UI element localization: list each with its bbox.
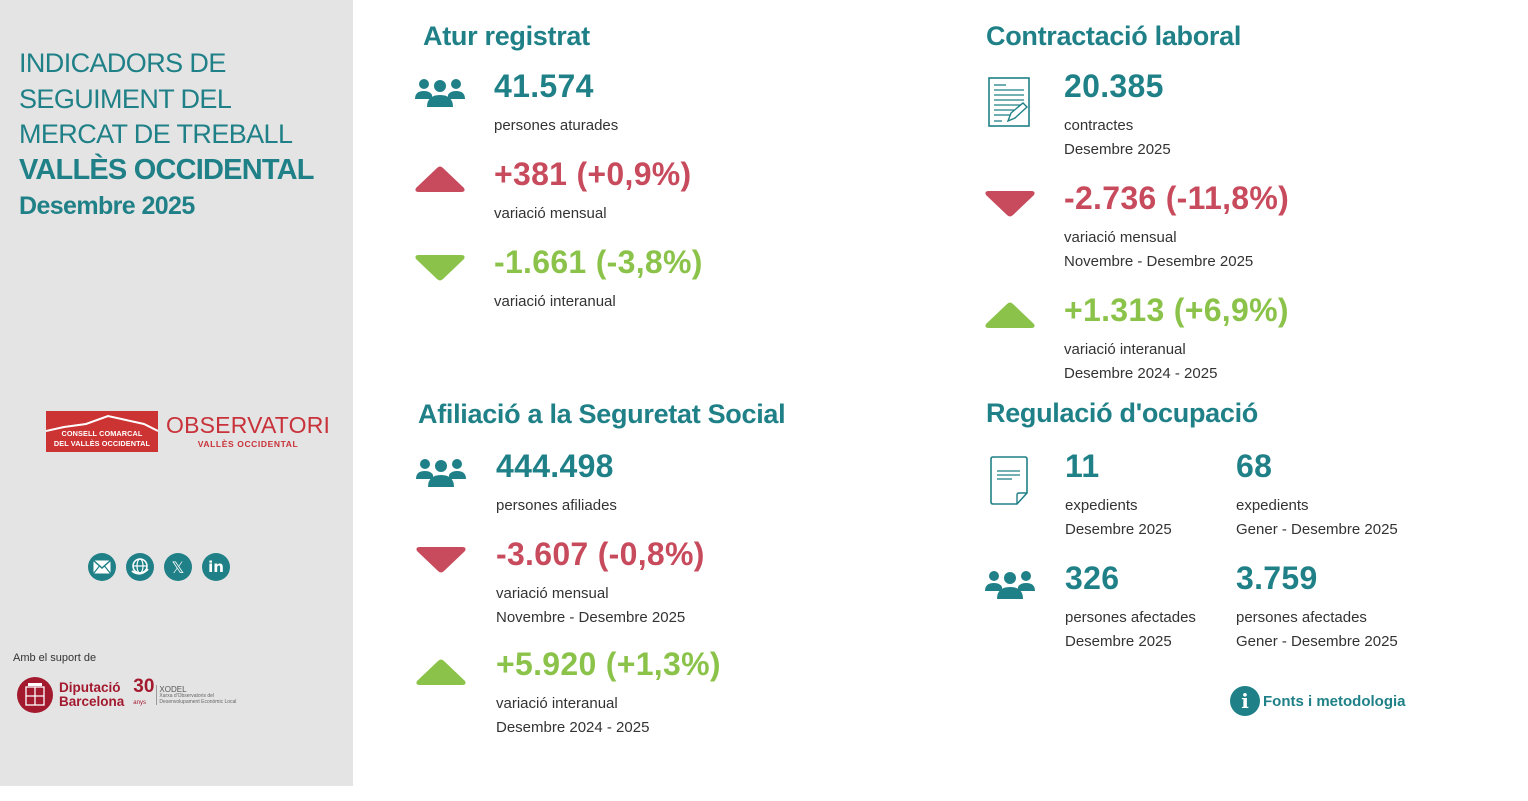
arrow-down-icon bbox=[416, 547, 466, 573]
xodel-number: 30 bbox=[133, 676, 155, 697]
expedients-year-period: Gener - Desembre 2025 bbox=[1236, 521, 1398, 538]
ccvo-line1: CONSELL COMARCAL bbox=[61, 428, 143, 438]
title-line: SEGUIMENT DEL bbox=[19, 83, 232, 114]
arrow-up-icon bbox=[985, 302, 1035, 328]
arrow-down-icon bbox=[415, 255, 465, 281]
contractacio-yearly-label: variació interanual bbox=[1064, 341, 1186, 358]
expedients-month-value: 11 bbox=[1065, 448, 1100, 484]
atur-yearly-value: -1.661 (-3,8%) bbox=[494, 244, 703, 280]
observatori-sub: VALLÈS OCCIDENTAL bbox=[197, 439, 299, 449]
contract-document-icon bbox=[988, 77, 1030, 127]
expedients-year-value: 68 bbox=[1236, 448, 1273, 484]
contractacio-monthly-value: -2.736 (-11,8%) bbox=[1064, 180, 1290, 216]
contractacio-title: Contractació laboral bbox=[986, 21, 1242, 51]
persones-year-label: persones afectades bbox=[1236, 609, 1367, 626]
atur-title: Atur registrat bbox=[423, 21, 590, 51]
report-title: INDICADORS DE SEGUIMENT DEL MERCAT DE TR… bbox=[19, 46, 339, 224]
contractacio-total: 20.385 bbox=[1064, 68, 1164, 104]
xodel-30: 30 anys bbox=[133, 676, 155, 712]
afiliacio-monthly-period: Novembre - Desembre 2025 bbox=[496, 609, 686, 626]
afiliacio-total-label: persones afiliades bbox=[496, 497, 617, 514]
document-icon bbox=[990, 456, 1028, 505]
arrow-down-icon bbox=[985, 191, 1035, 217]
afiliacio-yearly-period: Desembre 2024 - 2025 bbox=[496, 719, 650, 736]
atur-total: 41.574 bbox=[494, 68, 594, 104]
atur-monthly-label: variació mensual bbox=[494, 205, 607, 222]
expedients-month-label: expedients bbox=[1065, 497, 1138, 514]
email-icon bbox=[93, 560, 111, 574]
xodel-logo[interactable]: 30 anys XODEL Xarxa d'Observatoris del D… bbox=[133, 676, 236, 712]
arrow-up-icon bbox=[416, 659, 466, 685]
people-icon bbox=[416, 457, 466, 487]
persones-month-value: 326 bbox=[1065, 560, 1120, 596]
contractacio-total-period: Desembre 2025 bbox=[1064, 141, 1171, 158]
contractacio-monthly-period: Novembre - Desembre 2025 bbox=[1064, 253, 1254, 270]
observatori-logo[interactable]: OBSERVATORI VALLÈS OCCIDENTAL bbox=[166, 413, 330, 449]
xodel-desc1: Xarxa d'Observatoris del bbox=[159, 693, 215, 699]
afiliacio-yearly-value: +5.920 (+1,3%) bbox=[496, 646, 721, 682]
diputacio-seal-icon bbox=[17, 677, 53, 713]
contractacio-yearly-period: Desembre 2024 - 2025 bbox=[1064, 365, 1218, 382]
contractacio-yearly-value: +1.313 (+6,9%) bbox=[1064, 292, 1289, 328]
afiliacio-title: Afiliació a la Seguretat Social bbox=[418, 399, 786, 429]
region-name: VALLÈS OCCIDENTAL bbox=[19, 153, 314, 186]
afiliacio-yearly-label: variació interanual bbox=[496, 695, 618, 712]
support-logos: Diputació Barcelona 30 anys XODEL Xarxa … bbox=[17, 677, 236, 713]
observatori-name: OBSERVATORI bbox=[166, 412, 331, 438]
regulacio-title: Regulació d'ocupació bbox=[986, 398, 1258, 428]
social-links: 𝕏 in bbox=[88, 553, 230, 581]
diputacio-line1: Diputació bbox=[59, 680, 121, 695]
afiliacio-monthly-label: variació mensual bbox=[496, 585, 609, 602]
fonts-metodologia-label: Fonts i metodologia bbox=[1263, 692, 1406, 710]
report-period: Desembre 2025 bbox=[19, 192, 195, 220]
afiliacio-total: 444.498 bbox=[496, 448, 614, 484]
persones-month-label: persones afectades bbox=[1065, 609, 1196, 626]
linkedin-icon: in bbox=[208, 558, 224, 576]
expedients-month-period: Desembre 2025 bbox=[1065, 521, 1172, 538]
atur-total-label: persones aturades bbox=[494, 117, 619, 134]
contractacio-total-label: contractes bbox=[1064, 117, 1134, 134]
title-line: MERCAT DE TREBALL bbox=[19, 119, 293, 149]
xodel-anys: anys bbox=[133, 700, 146, 706]
persones-month-period: Desembre 2025 bbox=[1065, 633, 1172, 650]
people-icon bbox=[985, 569, 1035, 599]
afiliacio-monthly-value: -3.607 (-0,8%) bbox=[496, 536, 705, 572]
xodel-desc2: Desenvolupament Econòmic Local bbox=[159, 698, 237, 705]
diputacio-line2: Barcelona bbox=[59, 694, 125, 709]
fonts-metodologia-link[interactable]: i Fonts i metodologia bbox=[1230, 686, 1406, 716]
arrow-up-icon bbox=[415, 166, 465, 192]
globe-icon bbox=[131, 558, 149, 575]
atur-yearly-label: variació interanual bbox=[494, 293, 616, 310]
info-icon: i bbox=[1230, 686, 1260, 716]
persones-year-period: Gener - Desembre 2025 bbox=[1236, 633, 1398, 650]
ccvo-line2: DEL VALLÈS OCCIDENTAL bbox=[53, 438, 151, 448]
contractacio-monthly-label: variació mensual bbox=[1064, 229, 1177, 246]
diputacio-logo[interactable]: Diputació Barcelona bbox=[59, 681, 124, 709]
people-icon bbox=[415, 77, 465, 107]
atur-monthly-value: +381 (+0,9%) bbox=[494, 156, 692, 192]
persones-year-value: 3.759 bbox=[1236, 560, 1318, 596]
website-button[interactable] bbox=[126, 553, 154, 581]
consell-comarcal-logo[interactable]: CONSELL COMARCAL DEL VALLÈS OCCIDENTAL bbox=[46, 410, 158, 452]
x-button[interactable]: 𝕏 bbox=[164, 553, 192, 581]
xodel-name: XODEL bbox=[159, 685, 187, 694]
mountain-icon bbox=[46, 414, 158, 432]
linkedin-button[interactable]: in bbox=[202, 553, 230, 581]
support-label: Amb el suport de bbox=[13, 652, 97, 664]
sidebar: INDICADORS DE SEGUIMENT DEL MERCAT DE TR… bbox=[0, 0, 353, 786]
partner-logos: CONSELL COMARCAL DEL VALLÈS OCCIDENTAL O… bbox=[46, 410, 330, 452]
email-button[interactable] bbox=[88, 553, 116, 581]
title-line: INDICADORS DE bbox=[19, 48, 226, 78]
expedients-year-label: expedients bbox=[1236, 497, 1309, 514]
xodel-text: XODEL Xarxa d'Observatoris del Desenvolu… bbox=[156, 685, 236, 705]
x-icon: 𝕏 bbox=[171, 557, 185, 577]
